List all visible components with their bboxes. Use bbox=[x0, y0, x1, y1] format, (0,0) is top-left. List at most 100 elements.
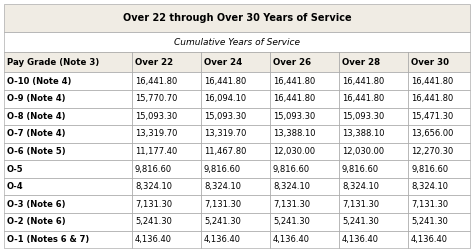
Bar bbox=[4, 160, 132, 178]
Text: 15,093.30: 15,093.30 bbox=[342, 112, 384, 121]
Bar bbox=[4, 143, 132, 160]
Text: 13,388.10: 13,388.10 bbox=[273, 130, 316, 139]
Bar bbox=[4, 196, 132, 213]
Text: 8,324.10: 8,324.10 bbox=[135, 182, 172, 191]
Text: 15,093.30: 15,093.30 bbox=[204, 112, 246, 121]
Bar bbox=[4, 213, 132, 231]
Text: 7,131.30: 7,131.30 bbox=[135, 200, 172, 209]
Bar bbox=[4, 90, 132, 108]
Text: 15,093.30: 15,093.30 bbox=[135, 112, 177, 121]
Bar bbox=[201, 178, 270, 196]
Bar bbox=[270, 178, 339, 196]
Bar bbox=[408, 143, 470, 160]
Bar bbox=[4, 178, 132, 196]
Text: 5,241.30: 5,241.30 bbox=[135, 217, 172, 226]
Bar bbox=[132, 125, 201, 143]
Text: 5,241.30: 5,241.30 bbox=[342, 217, 379, 226]
Text: 5,241.30: 5,241.30 bbox=[204, 217, 241, 226]
Bar bbox=[201, 125, 270, 143]
Text: 4,136.40: 4,136.40 bbox=[273, 235, 310, 244]
Bar bbox=[270, 231, 339, 248]
Text: 13,319.70: 13,319.70 bbox=[135, 130, 177, 139]
Bar bbox=[270, 125, 339, 143]
Bar bbox=[201, 160, 270, 178]
Bar bbox=[132, 178, 201, 196]
Bar bbox=[4, 32, 470, 52]
Bar bbox=[408, 73, 470, 90]
Bar bbox=[201, 73, 270, 90]
Bar bbox=[201, 143, 270, 160]
Bar bbox=[408, 160, 470, 178]
Bar bbox=[132, 108, 201, 125]
Text: 12,270.30: 12,270.30 bbox=[411, 147, 453, 156]
Bar bbox=[408, 52, 470, 73]
Bar bbox=[339, 52, 408, 73]
Bar bbox=[339, 231, 408, 248]
Text: O-3 (Note 6): O-3 (Note 6) bbox=[7, 200, 65, 209]
Text: 8,324.10: 8,324.10 bbox=[342, 182, 379, 191]
Bar bbox=[132, 90, 201, 108]
Bar bbox=[132, 73, 201, 90]
Text: O-7 (Note 4): O-7 (Note 4) bbox=[7, 130, 65, 139]
Text: 7,131.30: 7,131.30 bbox=[342, 200, 379, 209]
Bar bbox=[201, 52, 270, 73]
Bar bbox=[339, 90, 408, 108]
Bar bbox=[408, 213, 470, 231]
Bar bbox=[201, 231, 270, 248]
Text: 12,030.00: 12,030.00 bbox=[342, 147, 384, 156]
Bar bbox=[4, 73, 132, 90]
Text: O-6 (Note 5): O-6 (Note 5) bbox=[7, 147, 65, 156]
Text: Over 24: Over 24 bbox=[204, 58, 242, 67]
Text: 15,770.70: 15,770.70 bbox=[135, 94, 177, 103]
Bar bbox=[408, 90, 470, 108]
Text: 8,324.10: 8,324.10 bbox=[204, 182, 241, 191]
Bar bbox=[270, 90, 339, 108]
Text: 5,241.30: 5,241.30 bbox=[273, 217, 310, 226]
Text: 16,441.80: 16,441.80 bbox=[411, 94, 453, 103]
Text: 4,136.40: 4,136.40 bbox=[342, 235, 379, 244]
Text: 9,816.60: 9,816.60 bbox=[273, 165, 310, 174]
Text: 16,441.80: 16,441.80 bbox=[342, 94, 384, 103]
Text: O-4: O-4 bbox=[7, 182, 23, 191]
Bar bbox=[4, 52, 132, 73]
Bar bbox=[408, 231, 470, 248]
Text: 11,177.40: 11,177.40 bbox=[135, 147, 177, 156]
Text: 11,467.80: 11,467.80 bbox=[204, 147, 246, 156]
Text: 7,131.30: 7,131.30 bbox=[204, 200, 241, 209]
Text: 9,816.60: 9,816.60 bbox=[204, 165, 241, 174]
Bar bbox=[132, 52, 201, 73]
Text: Over 28: Over 28 bbox=[342, 58, 380, 67]
Text: O-10 (Note 4): O-10 (Note 4) bbox=[7, 77, 71, 86]
Text: 16,441.80: 16,441.80 bbox=[273, 94, 315, 103]
Bar bbox=[201, 108, 270, 125]
Bar bbox=[270, 196, 339, 213]
Bar bbox=[339, 125, 408, 143]
Bar bbox=[4, 231, 132, 248]
Text: O-2 (Note 6): O-2 (Note 6) bbox=[7, 217, 65, 226]
Text: 16,441.80: 16,441.80 bbox=[411, 77, 453, 86]
Text: 9,816.60: 9,816.60 bbox=[342, 165, 379, 174]
Bar bbox=[270, 108, 339, 125]
Bar bbox=[270, 52, 339, 73]
Bar bbox=[339, 160, 408, 178]
Text: O-9 (Note 4): O-9 (Note 4) bbox=[7, 94, 65, 103]
Bar bbox=[201, 213, 270, 231]
Text: 16,441.80: 16,441.80 bbox=[273, 77, 315, 86]
Text: 15,471.30: 15,471.30 bbox=[411, 112, 453, 121]
Bar bbox=[201, 196, 270, 213]
Bar bbox=[4, 108, 132, 125]
Text: O-8 (Note 4): O-8 (Note 4) bbox=[7, 112, 65, 121]
Bar bbox=[339, 178, 408, 196]
Bar bbox=[339, 73, 408, 90]
Text: Cumulative Years of Service: Cumulative Years of Service bbox=[174, 38, 300, 47]
Text: 7,131.30: 7,131.30 bbox=[273, 200, 310, 209]
Bar bbox=[339, 143, 408, 160]
Text: Over 22 through Over 30 Years of Service: Over 22 through Over 30 Years of Service bbox=[123, 13, 351, 23]
Bar bbox=[4, 4, 470, 32]
Bar bbox=[132, 143, 201, 160]
Bar bbox=[270, 160, 339, 178]
Text: 9,816.60: 9,816.60 bbox=[135, 165, 172, 174]
Text: 16,441.80: 16,441.80 bbox=[204, 77, 246, 86]
Text: 4,136.40: 4,136.40 bbox=[411, 235, 448, 244]
Text: 15,093.30: 15,093.30 bbox=[273, 112, 315, 121]
